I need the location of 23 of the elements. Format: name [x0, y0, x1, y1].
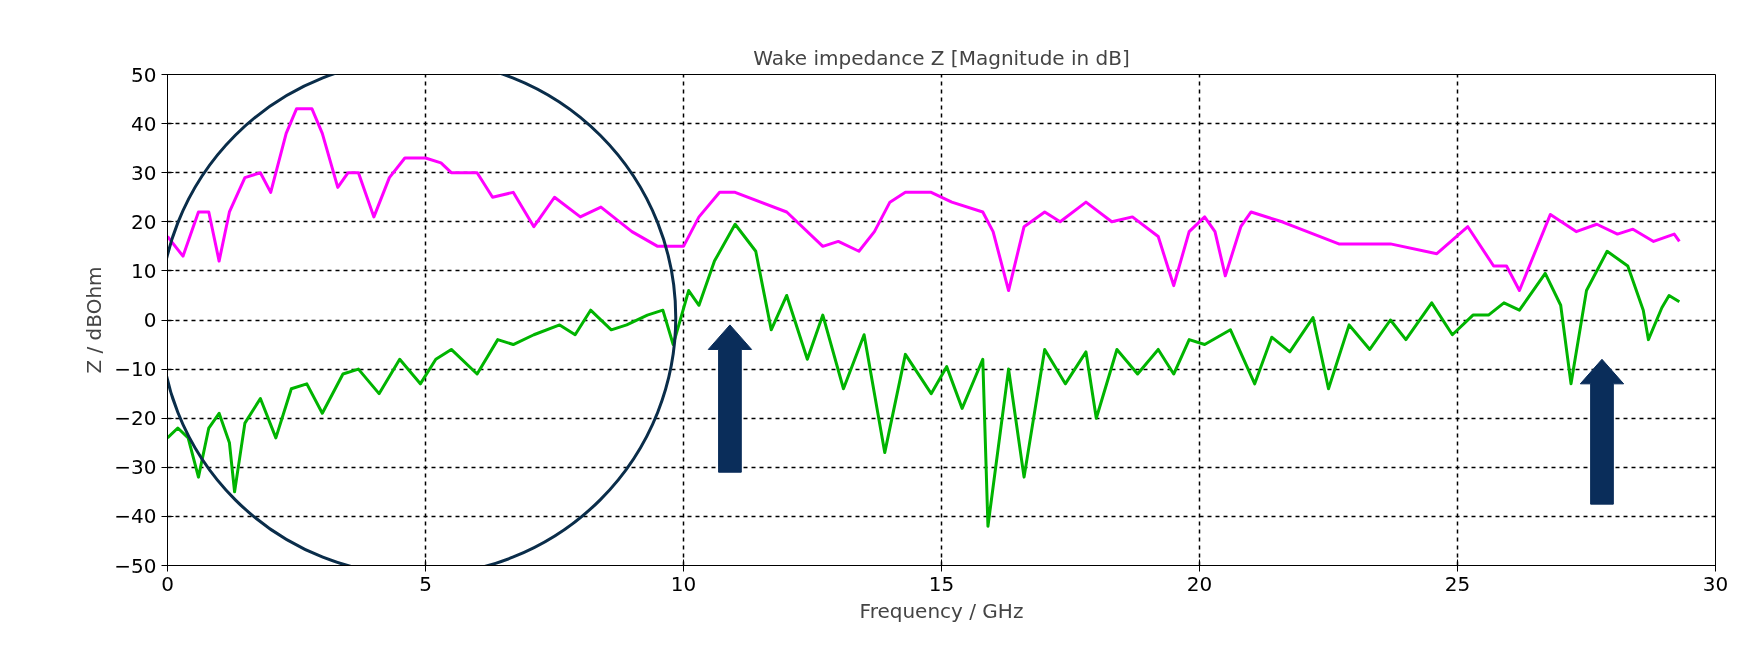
y-tick-label: −30: [114, 455, 157, 480]
x-tick-label: 25: [1444, 571, 1471, 596]
y-tick-label: 20: [131, 209, 157, 234]
x-tick-label: 5: [419, 571, 432, 596]
y-tick-label: 50: [131, 62, 157, 87]
y-tick-label: −50: [114, 553, 157, 578]
y-tick-label: −40: [114, 504, 157, 529]
x-tick-label: 20: [1186, 571, 1213, 596]
y-axis-title: Z / dBOhm: [82, 266, 107, 374]
x-tick-label: 0: [161, 571, 174, 596]
y-tick-label: −20: [114, 406, 157, 431]
x-tick-label: 30: [1702, 571, 1729, 596]
y-tick-label: −10: [114, 357, 157, 382]
line-series: [167, 222, 1681, 528]
x-tick-label: 15: [928, 571, 955, 596]
y-tick-label: 30: [131, 160, 157, 185]
x-tick-label: 10: [670, 571, 697, 596]
chart-title: Wake impedance Z [Magnitude in dB]: [753, 45, 1130, 70]
x-axis-title: Frequency / GHz: [859, 598, 1024, 623]
y-tick-label: 10: [131, 258, 157, 283]
line-series: [167, 107, 1681, 293]
y-tick-label: 0: [143, 308, 157, 332]
y-tick-label: 40: [131, 111, 157, 136]
